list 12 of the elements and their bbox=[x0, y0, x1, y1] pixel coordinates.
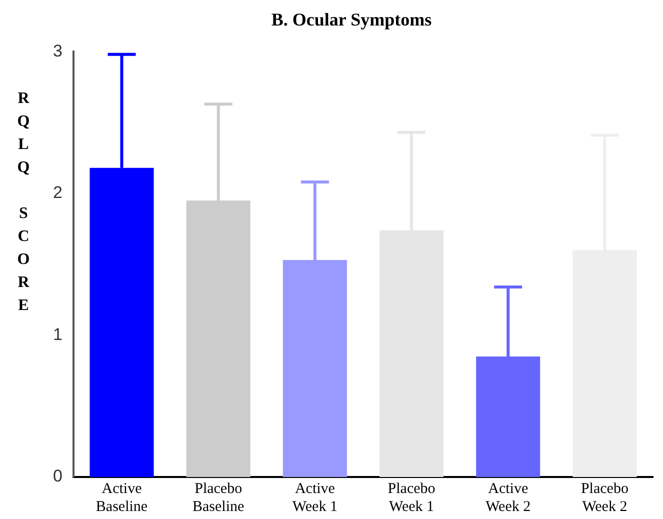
y-axis-title: RQLQ SCORE bbox=[14, 90, 33, 320]
chart-title: B. Ocular Symptoms bbox=[271, 9, 432, 30]
x-tick-label: Active Baseline bbox=[96, 480, 148, 515]
x-tick-label: Active Week 1 bbox=[292, 480, 338, 515]
y-tick-label: 2 bbox=[52, 183, 62, 202]
x-tick-label: Active Week 2 bbox=[486, 480, 531, 515]
y-tick-label: 3 bbox=[52, 41, 62, 60]
x-tick-label: Placebo Week 1 bbox=[388, 480, 436, 515]
x-tick-label: Placebo Week 2 bbox=[580, 480, 628, 515]
y-tick-label: 1 bbox=[52, 324, 62, 344]
y-tick-label: 0 bbox=[52, 466, 62, 486]
x-tick-label: Placebo Baseline bbox=[192, 480, 245, 515]
